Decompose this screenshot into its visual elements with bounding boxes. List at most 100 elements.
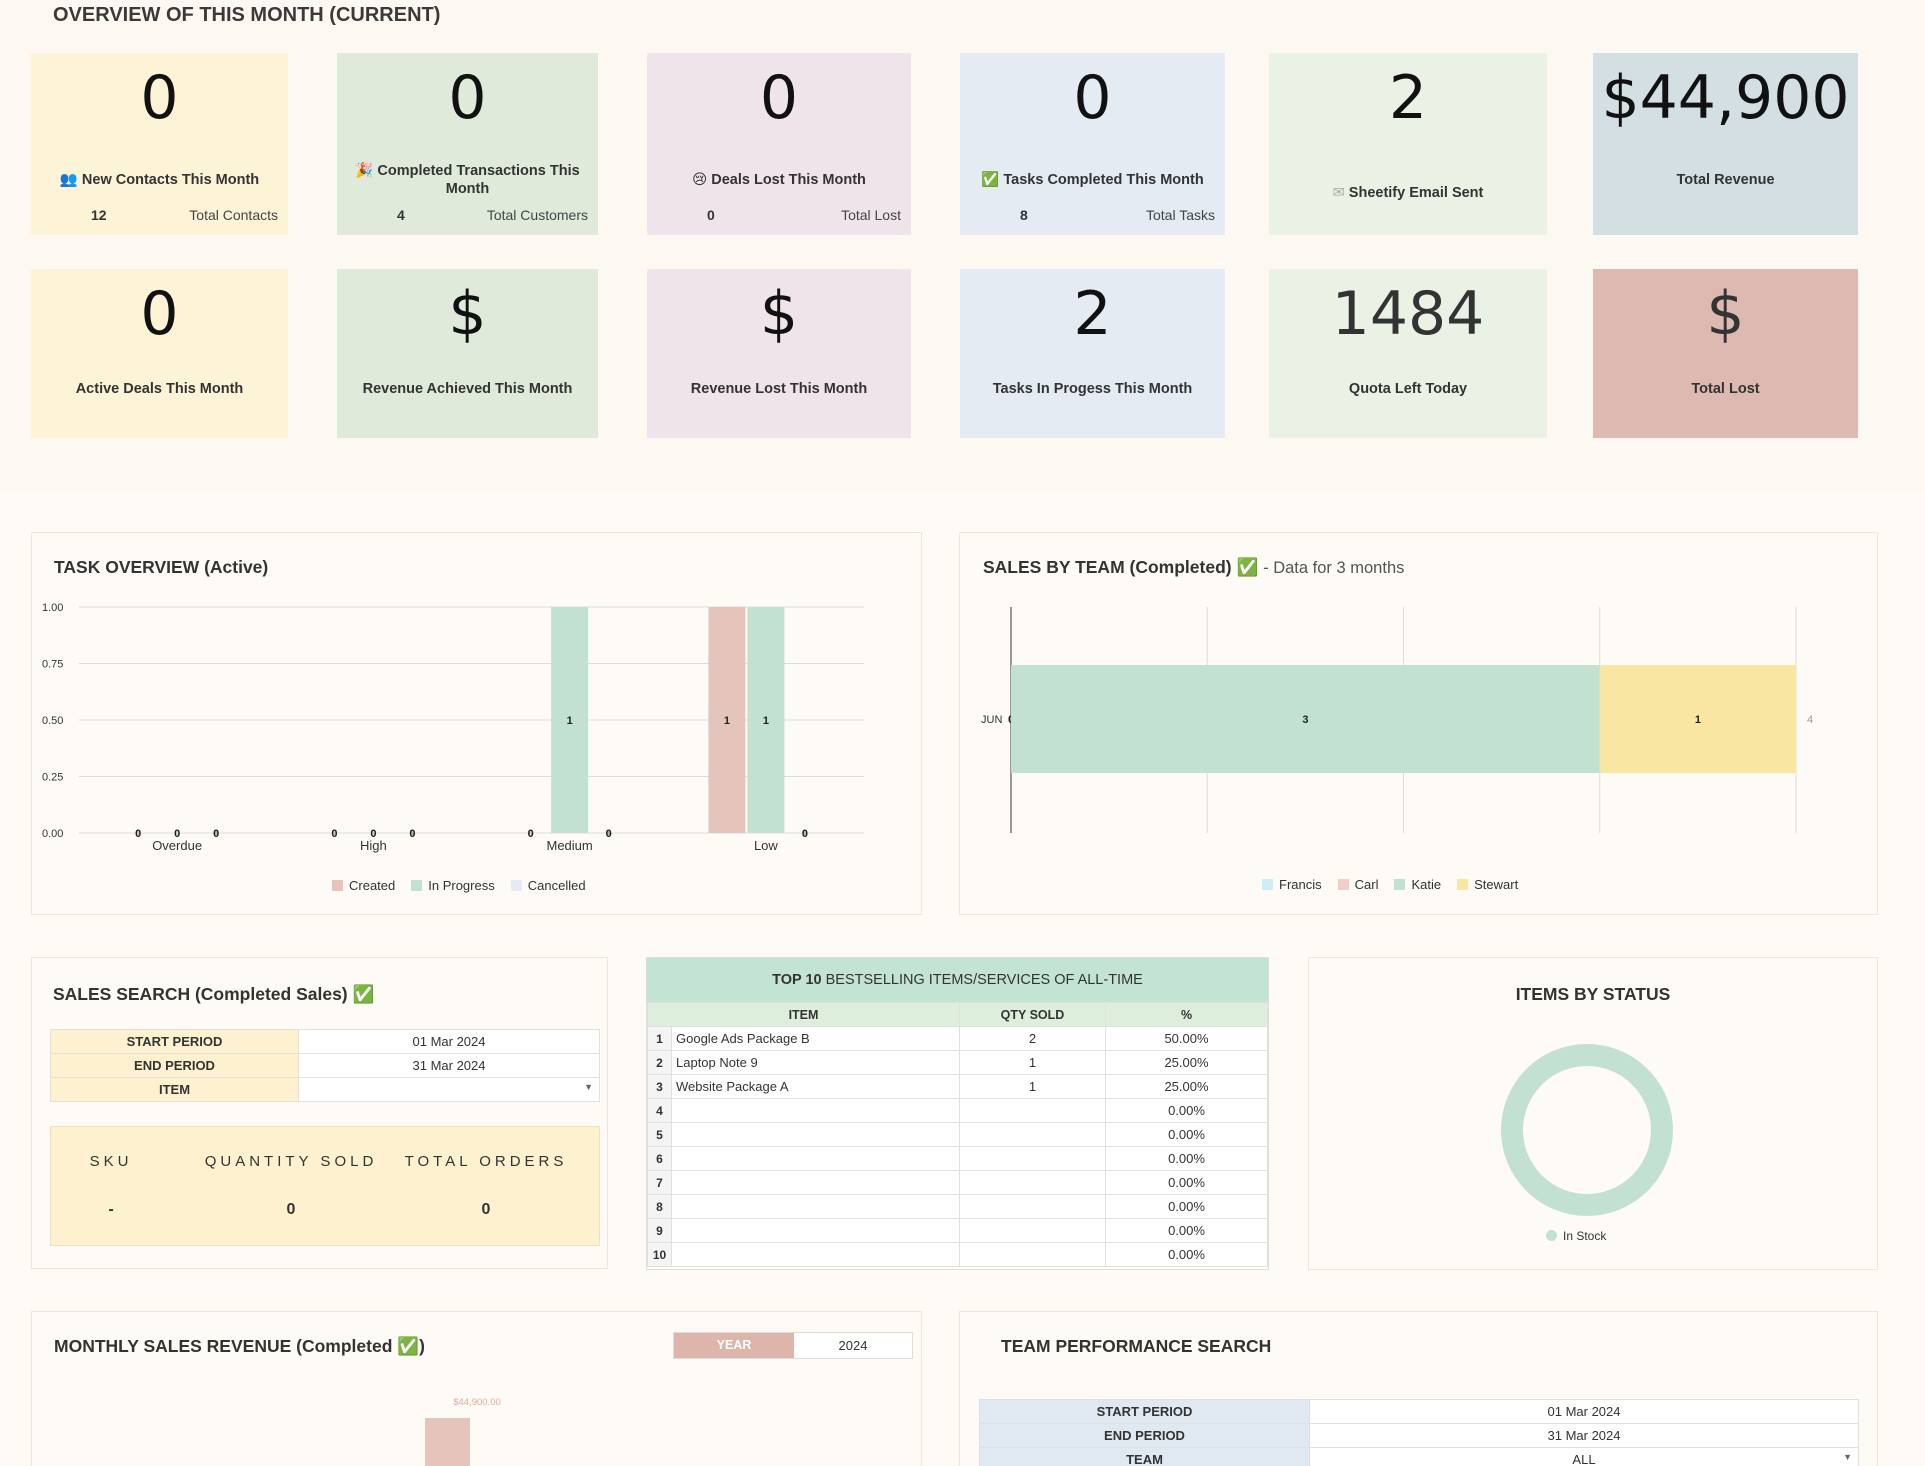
kpi-tasks-completed: 0 ✅ Tasks Completed This Month 8 Total Ta… (960, 53, 1225, 235)
row-item: Laptop Note 9 (671, 1050, 960, 1075)
table-row: 8 0.00% (647, 1194, 1268, 1219)
quantity-sold-header: QUANTITY SOLD (204, 1153, 378, 1170)
kpi-total-revenue: $44,900 Total Revenue (1593, 53, 1858, 235)
items-by-status-card: ITEMS BY STATUS In Stock (1308, 957, 1878, 1270)
end-period-label: END PERIOD (979, 1423, 1310, 1448)
row-pct: 50.00% (1105, 1026, 1268, 1051)
kpi-sub-value: 8 (1020, 207, 1028, 223)
monthly-revenue-card: MONTHLY SALES REVENUE (Completed ✅) YEAR… (31, 1311, 922, 1466)
zero-marker (409, 830, 415, 836)
item-dropdown[interactable]: ▼ (298, 1077, 600, 1102)
legend-item-cancelled: Cancelled (510, 878, 586, 893)
revenue-bar-label: $44,900.00 (453, 1397, 501, 1408)
x-tick-label: Low (754, 838, 778, 853)
end-period-field[interactable]: 31 Mar 2024 (298, 1053, 600, 1078)
team-dropdown[interactable]: ALL ▼ (1309, 1447, 1859, 1466)
legend-item-francis: Francis (1262, 877, 1322, 892)
row-pct: 0.00% (1105, 1170, 1268, 1195)
kpi-active-deals: 0 Active Deals This Month (31, 269, 288, 438)
x-tick-label: Medium (547, 838, 593, 853)
kpi-value: 0 (140, 279, 179, 349)
data-label: 0 (409, 828, 415, 840)
row-number: 2 (647, 1050, 672, 1075)
sales-search-results: SKU QUANTITY SOLD TOTAL ORDERS - 0 0 (50, 1126, 600, 1246)
kpi-value: 0 (448, 63, 487, 133)
total-label: 4 (1807, 714, 1813, 726)
kpi-sub-value: 12 (91, 207, 107, 223)
kpi-value: 0 (759, 63, 799, 133)
sales-by-team-subtitle: - Data for 3 months (1263, 559, 1405, 577)
row-pct: 0.00% (1105, 1194, 1268, 1219)
start-period-label: START PERIOD (979, 1399, 1310, 1424)
kpi-total-lost: $ Total Lost (1593, 269, 1858, 438)
row-pct: 0.00% (1105, 1218, 1268, 1243)
crying-face-icon: 😢 (692, 172, 708, 188)
row-number: 7 (647, 1170, 672, 1195)
year-field[interactable]: 2024 (794, 1333, 912, 1358)
overview-title: OVERVIEW OF THIS MONTH (CURRENT) (53, 4, 441, 26)
start-period-label: START PERIOD (50, 1029, 299, 1054)
legend-swatch (510, 880, 522, 891)
chevron-down-icon[interactable]: ▼ (1843, 1452, 1852, 1462)
task-overview-card: TASK OVERVIEW (Active) 1.00 0.75 0.50 0.25 0… (31, 532, 922, 915)
row-number: 5 (647, 1122, 672, 1147)
legend-swatch (1394, 879, 1406, 890)
row-item (671, 1098, 960, 1123)
legend-item-created: Created (332, 878, 395, 893)
kpi-label: Revenue Achieved This Month (362, 381, 573, 397)
start-period-field[interactable]: 01 Mar 2024 (298, 1029, 600, 1054)
table-row: 7 0.00% (647, 1170, 1268, 1195)
kpi-sub-value: 0 (707, 207, 715, 223)
row-item (671, 1146, 960, 1171)
kpi-sub-label: Total Lost (841, 207, 901, 223)
legend-item-stewart: Stewart (1457, 877, 1518, 892)
kpi-label: Total Lost (1691, 381, 1760, 397)
row-pct: 0.00% (1105, 1098, 1268, 1123)
sales-by-team-legend: Francis Carl Katie Stewart (1262, 877, 1518, 892)
row-qty (959, 1098, 1106, 1123)
chevron-down-icon[interactable]: ▼ (584, 1082, 593, 1092)
zero-marker (135, 830, 141, 836)
row-number: 3 (647, 1074, 672, 1099)
data-label: 0 (213, 828, 219, 840)
year-label: YEAR (674, 1333, 794, 1358)
kpi-value: 2 (1388, 63, 1428, 133)
party-popper-icon: 🎉 (355, 163, 374, 179)
kpi-label: Tasks In Progess This Month (992, 381, 1193, 397)
end-period-field[interactable]: 31 Mar 2024 (1309, 1423, 1859, 1448)
item-label: ITEM (50, 1077, 299, 1102)
kpi-label: New Contacts This Month (81, 172, 260, 188)
row-number: 4 (647, 1098, 672, 1123)
kpi-value: 2 (1073, 279, 1112, 349)
legend-item-in-progress: In Progress (411, 878, 495, 893)
table-row: 4 0.00% (647, 1098, 1268, 1123)
team-performance-filters: START PERIOD 01 Mar 2024 END PERIOD 31 M… (979, 1399, 1859, 1466)
check-mark-icon: ✅ (981, 172, 1000, 188)
task-overview-legend: Created In Progress Cancelled (332, 878, 586, 893)
items-by-status-legend: In Stock (1546, 1229, 1606, 1243)
row-qty (959, 1146, 1106, 1171)
check-mark-icon: ✅ (397, 1336, 420, 1356)
y-tick-label: 0.00 (42, 828, 63, 840)
row-number: 1 (647, 1026, 672, 1051)
data-label: 1 (724, 715, 730, 727)
start-period-field[interactable]: 01 Mar 2024 (1309, 1399, 1859, 1424)
sales-by-team-chart: JUN0314 (981, 607, 1813, 833)
sku-value: - (108, 1201, 114, 1218)
kpi-label: Revenue Lost This Month (690, 381, 868, 397)
top10-table-card: TOP 10 BESTSELLING ITEMS/SERVICES OF ALL… (646, 957, 1269, 1270)
kpi-label: Sheetify Email Sent (1348, 185, 1484, 201)
kpi-sub-label: Total Contacts (189, 207, 278, 223)
zero-marker (370, 830, 376, 836)
sales-by-team-title: SALES BY TEAM (Completed) (983, 557, 1232, 577)
kpi-new-contacts: 0 👥 New Contacts This Month 12 Total Cont… (31, 53, 288, 235)
team-label: TEAM (979, 1447, 1310, 1466)
bar (1011, 665, 1600, 773)
data-label: 0 (135, 828, 141, 840)
y-tick-label: 0.25 (42, 772, 63, 784)
row-pct: 25.00% (1105, 1050, 1268, 1075)
data-label: 1 (1695, 714, 1701, 726)
row-qty (959, 1122, 1106, 1147)
